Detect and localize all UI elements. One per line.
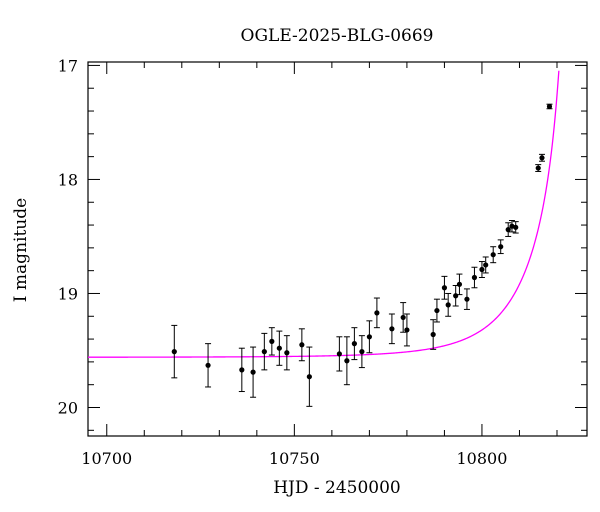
point-marker	[374, 310, 380, 316]
x-tick-label: 10800	[456, 449, 507, 468]
plot-frame	[87, 61, 588, 437]
data-point	[171, 324, 178, 379]
data-point	[452, 284, 459, 307]
point-marker	[344, 358, 350, 364]
data-point	[250, 346, 257, 398]
point-marker	[299, 342, 305, 348]
data-point	[283, 335, 290, 371]
y-tick-label: 20	[58, 398, 78, 417]
point-marker	[471, 274, 478, 281]
point-marker	[239, 367, 245, 373]
data-point	[456, 273, 463, 296]
point-marker	[359, 349, 365, 355]
point-marker	[513, 224, 519, 230]
data-point	[497, 239, 504, 255]
x-axis-label: HJD - 2450000	[273, 478, 401, 498]
data-point	[463, 288, 470, 310]
data-point	[306, 346, 313, 407]
point-marker	[171, 349, 177, 355]
data-point	[343, 336, 350, 386]
data-point	[366, 320, 373, 354]
y-tick-label: 18	[58, 170, 78, 189]
point-marker	[539, 155, 545, 161]
data-point	[403, 313, 410, 347]
point-marker	[453, 293, 459, 299]
x-tick-label: 10750	[269, 449, 320, 468]
point-marker	[441, 285, 448, 291]
data-point	[400, 302, 407, 333]
data-point	[478, 261, 485, 279]
data-point	[471, 266, 478, 289]
point-marker	[434, 307, 440, 314]
point-marker	[546, 103, 553, 110]
point-marker	[351, 341, 357, 347]
data-point	[358, 335, 365, 369]
y-tick-label: 19	[58, 284, 78, 303]
data-point	[546, 103, 553, 110]
data-point	[538, 153, 545, 162]
data-point	[336, 336, 343, 372]
data-point	[298, 328, 305, 362]
point-marker	[366, 334, 372, 340]
axis-ticks	[88, 62, 587, 436]
tick-labels: 10700 10750 10800 17 18 19 20	[58, 56, 508, 468]
point-marker	[306, 374, 312, 380]
data-point	[433, 298, 440, 323]
data-point	[441, 275, 448, 300]
point-marker	[498, 244, 504, 250]
data-point	[535, 164, 542, 172]
point-marker	[479, 266, 485, 273]
chart-title: OGLE-2025-BLG-0669	[241, 26, 434, 46]
data-point	[388, 313, 395, 345]
point-marker	[276, 345, 282, 351]
data-point	[505, 222, 512, 237]
data-point	[445, 292, 452, 317]
point-marker	[284, 350, 290, 356]
data-point	[430, 319, 437, 350]
point-marker	[404, 327, 410, 333]
point-marker	[464, 296, 470, 302]
point-marker	[269, 338, 275, 344]
point-marker	[205, 362, 211, 368]
point-marker	[336, 351, 342, 357]
point-marker	[445, 302, 451, 308]
point-marker	[456, 281, 463, 287]
point-marker	[490, 252, 496, 258]
data-point	[351, 327, 358, 361]
data-point	[261, 332, 268, 371]
data-points	[171, 103, 553, 407]
point-marker	[389, 326, 395, 332]
point-marker	[430, 331, 436, 338]
data-point	[482, 256, 489, 274]
point-marker	[505, 227, 511, 233]
data-point	[268, 327, 275, 356]
point-marker	[250, 369, 256, 375]
data-point	[276, 330, 283, 366]
x-tick-label: 10700	[81, 449, 132, 468]
point-marker	[483, 262, 489, 268]
data-point	[490, 246, 497, 264]
point-marker	[535, 165, 541, 171]
data-point	[373, 297, 380, 329]
model-curve	[88, 70, 560, 358]
point-marker	[261, 349, 267, 355]
data-point	[238, 347, 245, 393]
data-point	[205, 343, 212, 388]
point-marker	[400, 314, 406, 321]
y-axis-label: I magnitude	[11, 198, 31, 302]
y-tick-label: 17	[58, 56, 78, 75]
data-point	[512, 221, 519, 234]
